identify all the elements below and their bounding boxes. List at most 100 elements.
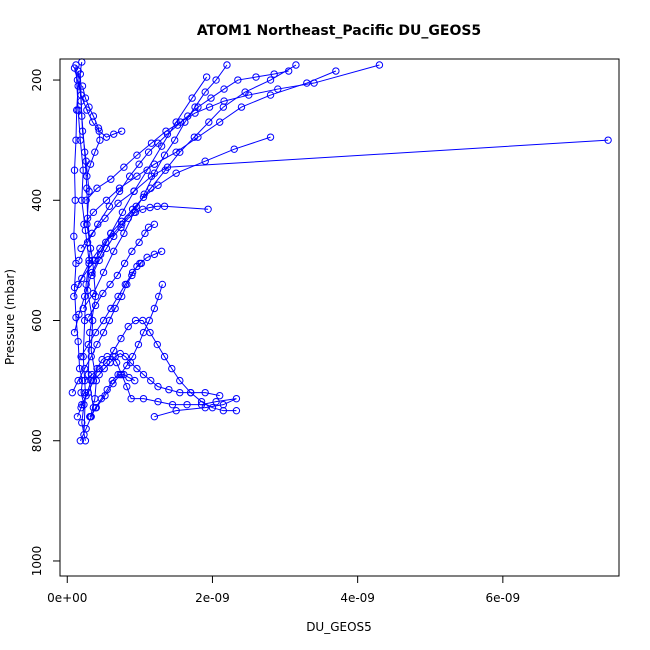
data-point bbox=[144, 223, 153, 232]
data-point bbox=[204, 205, 212, 213]
data-point bbox=[84, 313, 93, 322]
data-point bbox=[93, 184, 101, 192]
data-point bbox=[139, 370, 148, 379]
data-point bbox=[108, 376, 116, 385]
data-point bbox=[107, 175, 115, 183]
data-point bbox=[157, 247, 166, 256]
series-layer bbox=[68, 58, 612, 445]
data-point bbox=[120, 229, 128, 238]
data-point bbox=[105, 316, 114, 325]
data-point bbox=[82, 196, 90, 204]
data-point bbox=[89, 289, 98, 298]
data-point bbox=[83, 172, 91, 180]
data-point bbox=[219, 406, 228, 415]
data-point bbox=[332, 67, 340, 75]
data-point bbox=[128, 352, 137, 361]
data-point bbox=[183, 400, 191, 409]
data-point bbox=[78, 400, 86, 409]
data-point bbox=[150, 220, 159, 229]
data-point bbox=[139, 205, 147, 213]
data-point bbox=[102, 238, 110, 247]
data-point bbox=[171, 136, 179, 144]
data-point bbox=[143, 253, 151, 262]
data-point bbox=[70, 232, 78, 241]
series-21 bbox=[76, 370, 139, 445]
data-point bbox=[120, 259, 129, 268]
data-point bbox=[172, 169, 180, 177]
series-line bbox=[80, 250, 162, 357]
data-point bbox=[77, 352, 85, 361]
data-point bbox=[83, 106, 91, 114]
data-point bbox=[232, 406, 241, 415]
data-point bbox=[102, 133, 111, 141]
data-point bbox=[266, 133, 275, 141]
data-point bbox=[234, 76, 242, 84]
data-point bbox=[208, 403, 217, 412]
data-point bbox=[135, 160, 143, 168]
data-point bbox=[160, 151, 169, 159]
data-point bbox=[118, 292, 126, 301]
data-point bbox=[107, 229, 115, 238]
series-line bbox=[91, 205, 209, 276]
data-point bbox=[96, 136, 104, 144]
data-point bbox=[80, 220, 88, 229]
data-point bbox=[139, 193, 148, 201]
data-point bbox=[125, 172, 134, 180]
series-line bbox=[81, 352, 220, 405]
data-point bbox=[86, 328, 94, 337]
series-line bbox=[82, 64, 228, 309]
x-axis-label: DU_GEOS5 bbox=[306, 620, 372, 634]
series-18 bbox=[75, 67, 293, 265]
y-tick-label: 600 bbox=[30, 309, 44, 332]
series-9 bbox=[84, 220, 159, 322]
data-point bbox=[150, 304, 159, 313]
data-point bbox=[82, 280, 90, 289]
data-point bbox=[131, 316, 140, 325]
data-point bbox=[82, 425, 90, 433]
data-point bbox=[188, 94, 196, 102]
data-point bbox=[121, 352, 130, 361]
data-point bbox=[153, 202, 161, 210]
x-tick-label: 2e-09 bbox=[195, 591, 230, 605]
data-point bbox=[176, 376, 184, 385]
data-point bbox=[77, 91, 85, 99]
data-point bbox=[68, 388, 77, 397]
data-point bbox=[266, 91, 275, 99]
data-point bbox=[143, 166, 151, 174]
plot-frame bbox=[59, 58, 620, 577]
series-line bbox=[89, 284, 163, 417]
data-point bbox=[70, 166, 79, 174]
data-point bbox=[128, 247, 136, 256]
data-point bbox=[72, 136, 80, 144]
data-point bbox=[87, 352, 95, 361]
series-8 bbox=[77, 247, 166, 361]
data-point bbox=[114, 370, 122, 379]
data-point bbox=[111, 304, 119, 313]
data-point bbox=[292, 61, 300, 69]
data-point bbox=[133, 364, 141, 373]
data-point bbox=[197, 397, 206, 406]
data-point bbox=[176, 388, 184, 397]
data-point bbox=[160, 352, 169, 361]
data-point bbox=[139, 394, 148, 403]
data-point bbox=[303, 79, 311, 87]
data-point bbox=[252, 73, 260, 81]
x-tick-label: 0e+00 bbox=[47, 591, 87, 605]
data-point bbox=[266, 76, 275, 84]
data-point bbox=[70, 328, 79, 337]
data-point bbox=[102, 358, 111, 367]
data-point bbox=[172, 406, 180, 415]
data-point bbox=[102, 196, 111, 204]
data-point bbox=[86, 160, 95, 168]
data-point bbox=[73, 412, 82, 421]
data-point bbox=[96, 250, 105, 259]
data-point bbox=[128, 271, 136, 280]
data-point bbox=[274, 85, 282, 93]
data-point bbox=[113, 271, 122, 280]
data-point bbox=[146, 203, 154, 212]
data-point bbox=[88, 370, 96, 379]
data-point bbox=[75, 256, 83, 265]
data-point bbox=[79, 304, 87, 313]
data-point bbox=[168, 364, 176, 373]
